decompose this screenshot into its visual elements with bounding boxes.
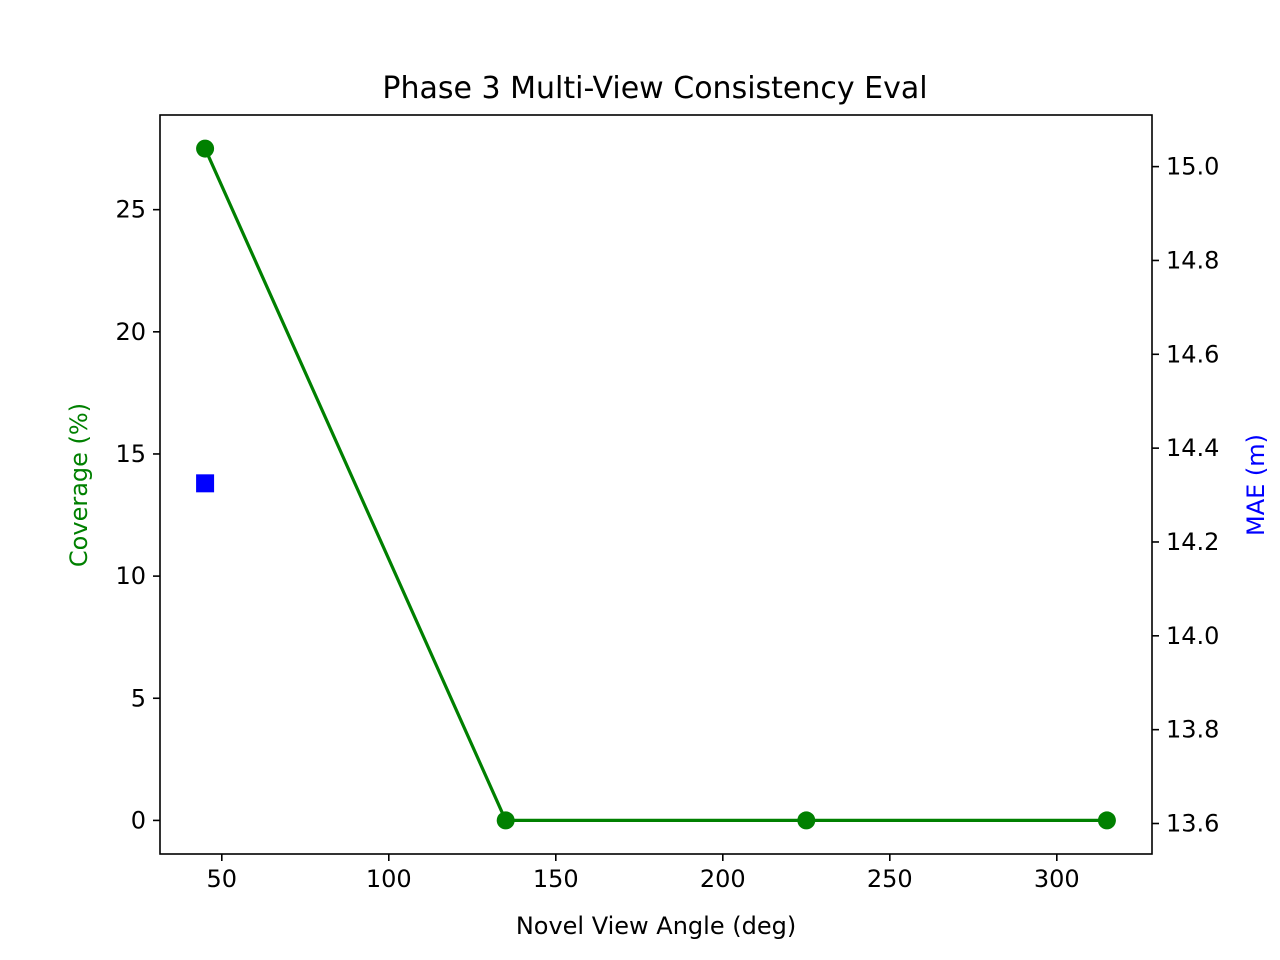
y-tick-label: 5 [131, 684, 146, 712]
x-tick-label: 250 [867, 865, 913, 893]
series-0-point [496, 811, 515, 830]
y2-tick-label: 14.6 [1166, 340, 1219, 368]
x-tick-label: 300 [1034, 865, 1080, 893]
y2-axis-ticks: 13.6 13.8 14.0 14.2 14.4 14.6 14.8 15.0 [1152, 153, 1219, 838]
series-0-line [203, 147, 1107, 823]
series-0-point [1097, 811, 1116, 830]
plot-marks [196, 139, 1116, 830]
series-0-point [797, 811, 816, 830]
y2-tick-label: 14.4 [1166, 434, 1219, 462]
x-tick-label: 150 [533, 865, 579, 893]
series-0-point [196, 139, 215, 158]
y-tick-label: 0 [131, 806, 146, 834]
x-tick-label: 200 [700, 865, 746, 893]
y2-tick-label: 15.0 [1166, 153, 1219, 181]
y2-axis-label: MAE (m) [1242, 434, 1270, 536]
x-axis-label: Novel View Angle (deg) [516, 912, 796, 940]
y2-tick-label: 13.6 [1166, 810, 1219, 838]
chart-title: Phase 3 Multi-View Consistency Eval [382, 71, 927, 106]
x-tick-label: 50 [207, 865, 238, 893]
y-tick-label: 10 [115, 562, 146, 590]
y-axis-ticks: 0 5 10 15 20 25 [115, 196, 160, 834]
plot-frame [159, 114, 1153, 855]
series-1-point [196, 474, 215, 493]
y2-tick-label: 14.2 [1166, 528, 1219, 556]
y-tick-label: 15 [115, 440, 146, 468]
x-tick-label: 100 [366, 865, 412, 893]
y2-tick-label: 13.8 [1166, 716, 1219, 744]
y-tick-label: 25 [115, 196, 146, 224]
y-axis-label: Coverage (%) [65, 403, 93, 567]
x-axis-ticks: 50 100 150 200 250 300 [207, 854, 1080, 893]
y2-tick-label: 14.8 [1166, 246, 1219, 274]
y-tick-label: 20 [115, 318, 146, 346]
y2-tick-label: 14.0 [1166, 622, 1219, 650]
